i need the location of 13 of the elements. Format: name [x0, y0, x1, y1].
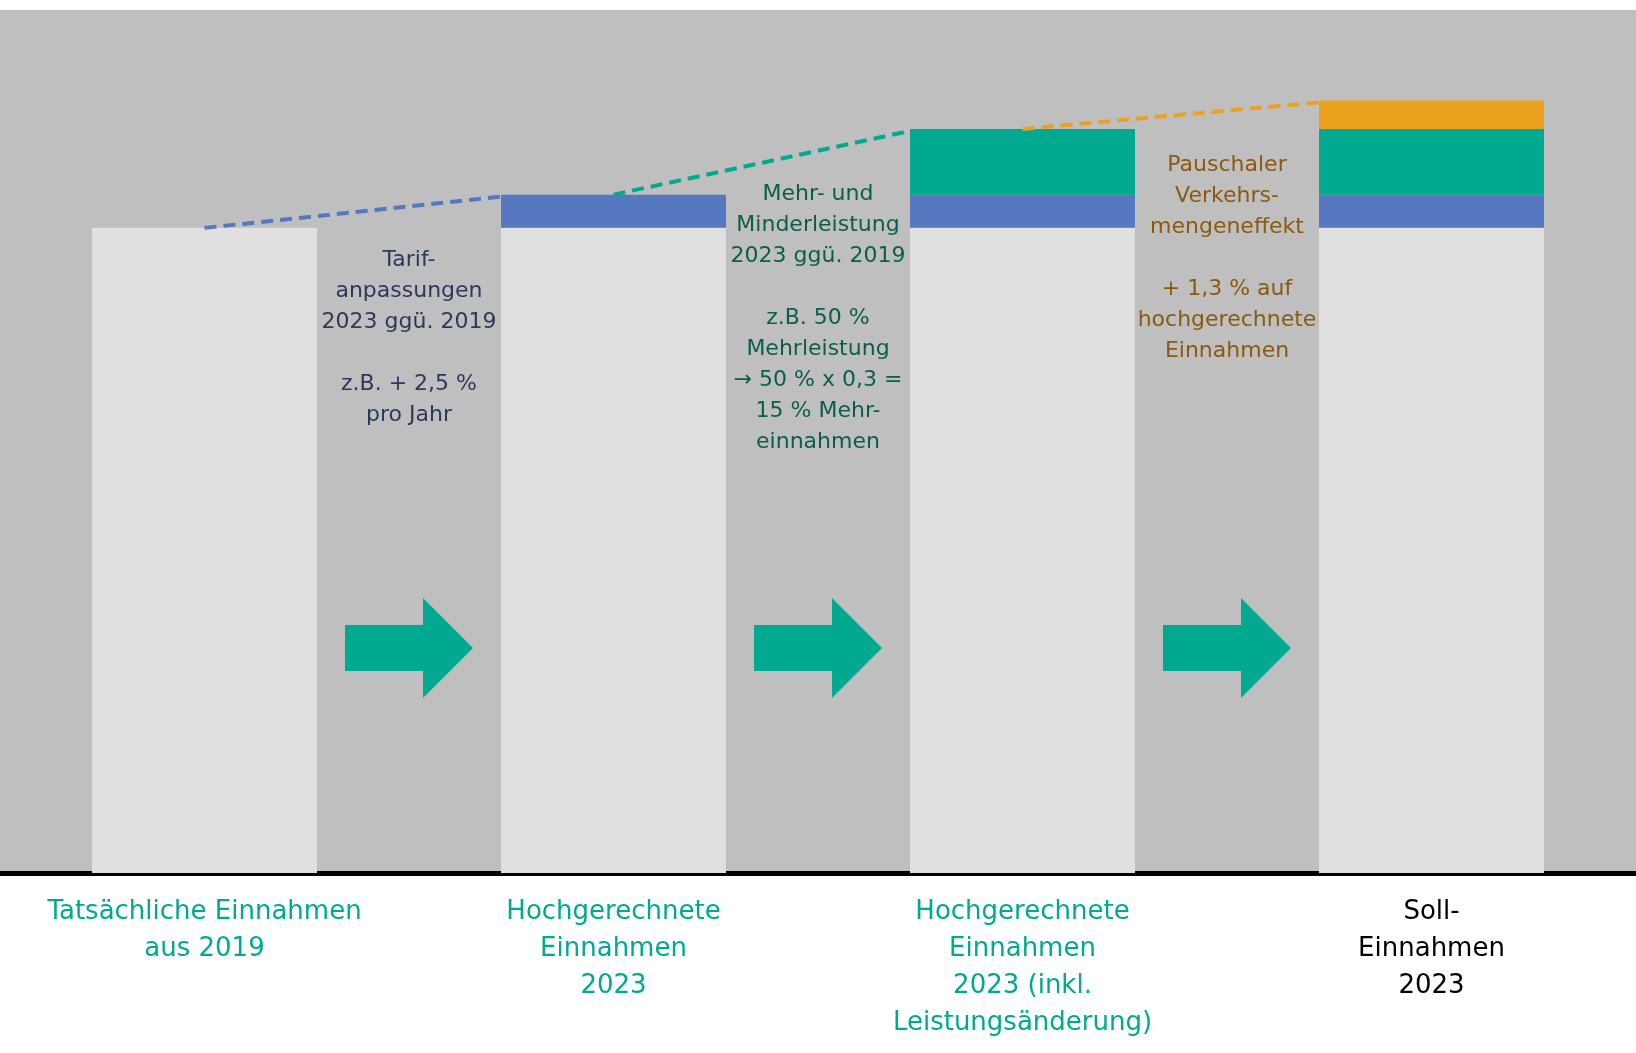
text: Pauschaler Verkehrs- mengeneffekt + 1,3 % auf hochgerechnete Einnahmen	[1137, 151, 1317, 363]
x-tick-label: Tatsächliche Einnahmen aus 2019	[46, 894, 362, 962]
x-tick-label: Soll- Einnahmen 2023	[1358, 894, 1505, 999]
bar	[1319, 128, 1544, 195]
bar	[910, 227, 1135, 873]
bar	[1319, 227, 1544, 873]
text: Tarif- anpassungen 2023 ggü. 2019 z.B. + 2,5 % pro Jahr	[321, 245, 497, 426]
bar	[1319, 194, 1544, 228]
bar	[501, 227, 726, 873]
bar	[910, 194, 1135, 228]
x-tick-label: Hochgerechnete Einnahmen 2023 (inkl. Leistungsänderung)	[892, 894, 1153, 1036]
text: Mehr- und Minderleistung 2023 ggü. 2019 z.B. 50 % Mehrleistung → 50 % x 0,3 = 15 % Mehr- einnahmen	[730, 179, 906, 453]
x-tick-label: Hochgerechnete Einnahmen 2023	[506, 894, 721, 999]
